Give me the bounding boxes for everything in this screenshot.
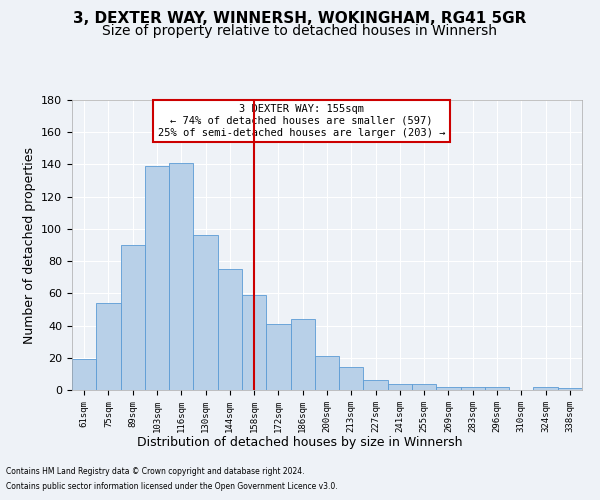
Bar: [193, 236, 218, 390]
Bar: [169, 163, 193, 390]
Bar: [533, 387, 558, 390]
Bar: [242, 295, 266, 390]
Bar: [266, 324, 290, 390]
Bar: [436, 387, 461, 390]
Bar: [558, 388, 582, 390]
Bar: [315, 356, 339, 390]
Bar: [412, 384, 436, 390]
Bar: [72, 360, 96, 390]
Bar: [96, 303, 121, 390]
Text: 3, DEXTER WAY, WINNERSH, WOKINGHAM, RG41 5GR: 3, DEXTER WAY, WINNERSH, WOKINGHAM, RG41…: [73, 11, 527, 26]
Bar: [388, 384, 412, 390]
Bar: [485, 387, 509, 390]
Text: Contains HM Land Registry data © Crown copyright and database right 2024.: Contains HM Land Registry data © Crown c…: [6, 467, 305, 476]
Bar: [218, 269, 242, 390]
Bar: [461, 387, 485, 390]
Bar: [145, 166, 169, 390]
Bar: [121, 245, 145, 390]
Bar: [364, 380, 388, 390]
Y-axis label: Number of detached properties: Number of detached properties: [23, 146, 35, 344]
Text: Distribution of detached houses by size in Winnersh: Distribution of detached houses by size …: [137, 436, 463, 449]
Bar: [339, 368, 364, 390]
Text: 3 DEXTER WAY: 155sqm
← 74% of detached houses are smaller (597)
25% of semi-deta: 3 DEXTER WAY: 155sqm ← 74% of detached h…: [158, 104, 445, 138]
Bar: [290, 319, 315, 390]
Text: Size of property relative to detached houses in Winnersh: Size of property relative to detached ho…: [103, 24, 497, 38]
Text: Contains public sector information licensed under the Open Government Licence v3: Contains public sector information licen…: [6, 482, 338, 491]
